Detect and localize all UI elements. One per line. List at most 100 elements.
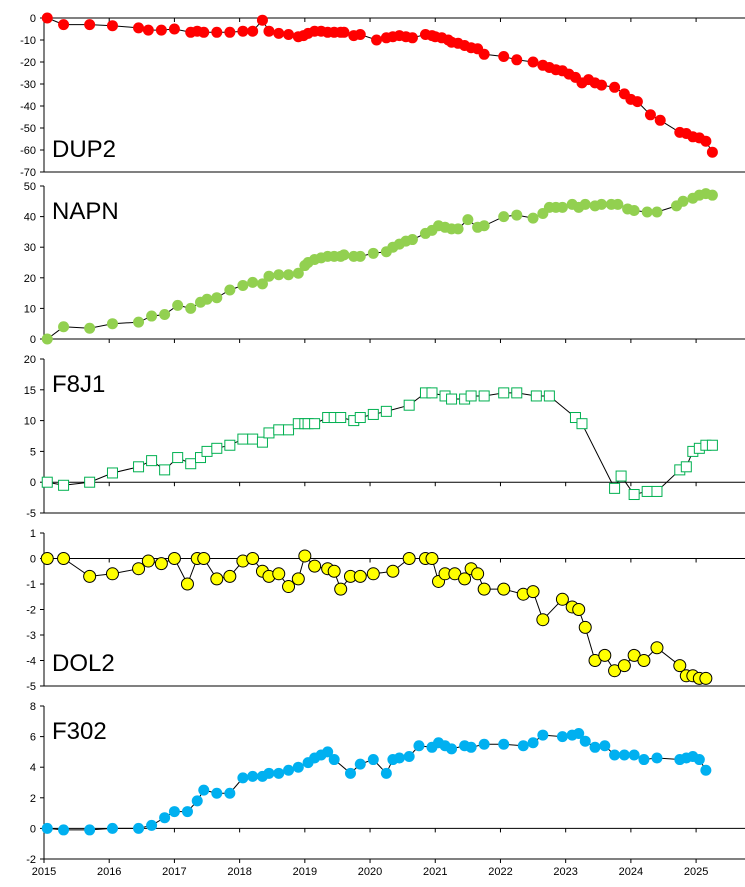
data-point <box>628 489 640 501</box>
data-point <box>498 211 510 223</box>
data-point <box>283 764 295 776</box>
data-point <box>168 23 180 35</box>
data-point <box>83 569 97 583</box>
y-tick-label: -3 <box>26 630 36 642</box>
data-point <box>263 25 275 37</box>
data-point <box>367 754 379 766</box>
y-tick-label: 0 <box>30 13 36 25</box>
data-point <box>292 761 304 773</box>
data-point <box>237 25 249 37</box>
data-point <box>309 418 321 430</box>
data-point <box>677 195 689 207</box>
data-point <box>159 309 171 321</box>
data-point <box>530 390 542 402</box>
y-tick-label: 50 <box>24 181 36 193</box>
data-point <box>167 552 181 565</box>
data-point <box>511 209 523 221</box>
data-point <box>105 567 119 581</box>
data-point <box>191 795 203 807</box>
data-point <box>201 293 213 305</box>
data-point <box>211 442 223 454</box>
data-point <box>273 269 285 281</box>
data-point <box>40 552 54 565</box>
data-point <box>133 22 145 34</box>
x-tick-label: 2018 <box>227 866 251 878</box>
x-tick-label: 2019 <box>293 866 317 878</box>
data-point <box>599 740 611 752</box>
data-point <box>452 223 464 235</box>
data-point <box>168 806 180 818</box>
data-point <box>41 333 53 345</box>
data-point <box>211 26 223 38</box>
data-point <box>572 603 586 616</box>
data-point <box>651 752 663 764</box>
y-tick-label: 6 <box>30 732 36 744</box>
x-tick-label: 2017 <box>162 866 186 878</box>
data-point <box>569 412 581 424</box>
data-point <box>641 485 653 497</box>
data-point <box>465 390 477 402</box>
data-point <box>576 418 588 430</box>
data-point <box>511 387 523 399</box>
data-point <box>146 819 158 831</box>
data-point <box>272 567 286 581</box>
data-point <box>283 29 295 40</box>
data-point <box>497 582 511 596</box>
data-point <box>393 752 405 764</box>
y-tick-label: -5 <box>26 681 36 693</box>
data-point <box>426 387 438 399</box>
y-tick-label: -5 <box>26 508 36 520</box>
data-point <box>615 470 627 482</box>
data-point <box>237 433 249 445</box>
data-point <box>338 26 350 38</box>
data-point <box>353 569 367 583</box>
x-tick-label: 2021 <box>423 866 447 878</box>
data-point <box>283 424 295 436</box>
y-tick-label: -10 <box>20 35 36 47</box>
data-point <box>700 764 712 776</box>
panel-dup2: -70 -60 -50 -40 -30 -20 -10 0 DUP2 <box>20 12 745 179</box>
y-tick-label: 4 <box>30 762 36 774</box>
data-point <box>283 269 295 281</box>
data-point <box>612 198 624 210</box>
data-point <box>596 79 608 91</box>
data-point <box>706 189 718 201</box>
x-tick-label: 2020 <box>358 866 382 878</box>
data-point <box>327 564 341 578</box>
data-point <box>498 738 510 750</box>
y-tick-label: -4 <box>26 656 36 668</box>
y-tick-label: -2 <box>26 854 36 866</box>
panel-title: F8J1 <box>52 371 105 398</box>
data-point <box>386 564 400 578</box>
data-point <box>425 552 439 565</box>
data-point <box>651 206 663 218</box>
x-tick-label: 2016 <box>97 866 121 878</box>
data-point <box>273 424 285 436</box>
data-point <box>106 822 118 834</box>
data-point <box>511 54 523 66</box>
data-point <box>579 735 591 747</box>
data-point <box>106 318 118 330</box>
x-tick-label: 2024 <box>619 866 643 878</box>
y-tick-label: 5 <box>30 446 36 458</box>
data-point <box>298 549 312 563</box>
data-point <box>224 284 236 296</box>
data-point <box>471 567 485 581</box>
data-point <box>106 467 118 479</box>
x-tick-label: 2015 <box>32 866 56 878</box>
data-point <box>224 26 236 38</box>
data-point <box>596 198 608 210</box>
data-point <box>589 741 601 753</box>
data-point <box>291 572 305 586</box>
data-point <box>180 577 194 591</box>
data-point <box>680 461 692 473</box>
data-point <box>579 198 591 210</box>
data-point <box>106 20 118 32</box>
series-line <box>47 392 713 496</box>
data-point <box>478 48 490 60</box>
data-point <box>578 620 592 634</box>
y-tick-label: 2 <box>30 793 36 805</box>
data-point <box>527 212 539 224</box>
data-point <box>237 772 249 784</box>
data-point <box>628 749 640 761</box>
